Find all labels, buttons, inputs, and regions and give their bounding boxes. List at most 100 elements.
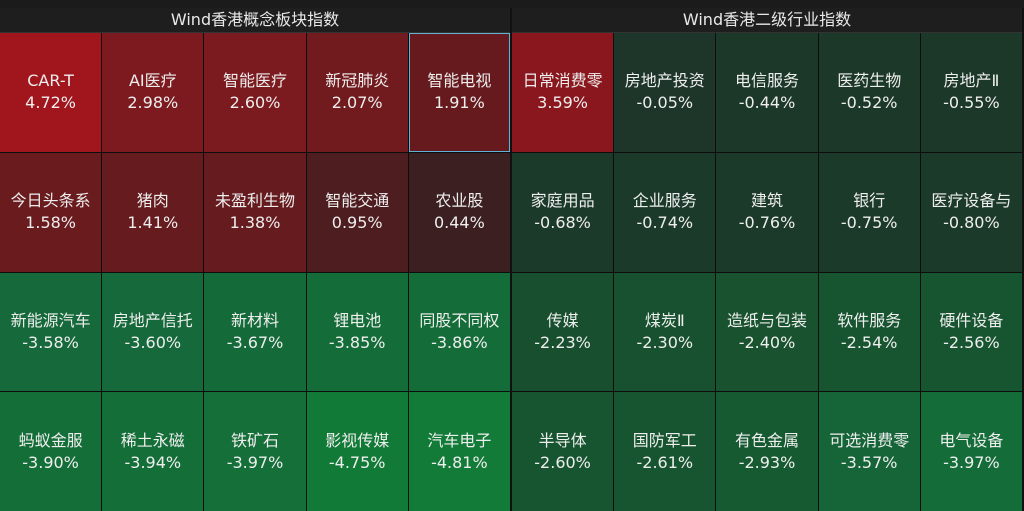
tile-change: -0.55%: [943, 93, 1000, 113]
tile-change: -0.76%: [738, 213, 796, 233]
sector-tile[interactable]: 医药生物 -0.52%: [818, 33, 920, 152]
sector-tile[interactable]: 造纸与包装 -2.40%: [716, 272, 818, 392]
tile-change: -0.75%: [840, 213, 898, 233]
tile-label: 汽车电子: [427, 430, 492, 450]
sector-tile[interactable]: 半导体 -2.60%: [512, 392, 614, 511]
tile-label: 蚂蚁金服: [18, 430, 83, 450]
sector-tile[interactable]: 锂电池 -3.85%: [306, 272, 408, 392]
sector-tile[interactable]: 汽车电子 -4.81%: [408, 392, 510, 511]
tile-label: 房地产Ⅱ: [943, 71, 1000, 91]
tile-label: 企业服务: [632, 191, 697, 211]
tile-label: 新冠肺炎: [325, 71, 390, 91]
sector-tile[interactable]: 智能医疗 2.60%: [204, 33, 306, 152]
tile-change: -4.75%: [328, 452, 386, 472]
sector-tile[interactable]: 国防军工 -2.61%: [614, 392, 716, 511]
tile-change: -3.97%: [943, 452, 1000, 472]
tile-label: 建筑: [750, 191, 783, 211]
sector-tile[interactable]: 农业股 0.44%: [408, 152, 510, 272]
sector-tile[interactable]: 电信服务 -0.44%: [716, 33, 818, 152]
sector-tile[interactable]: CAR-T 4.72%: [0, 33, 102, 152]
tile-label: 同股不同权: [419, 310, 500, 330]
sector-tile[interactable]: 智能交通 0.95%: [306, 152, 408, 272]
tile-label: 电信服务: [734, 71, 799, 91]
sector-tile[interactable]: 家庭用品 -0.68%: [512, 152, 614, 272]
tile-change: 1.58%: [25, 213, 76, 233]
tile-change: 1.41%: [127, 213, 179, 233]
panel-title: Wind香港二级行业指数: [512, 8, 1022, 33]
panel: Wind香港概念板块指数 CAR-T 4.72% AI医疗 2.98% 智能医疗 2.60%…: [0, 8, 510, 511]
tile-label: 家庭用品: [530, 191, 595, 211]
tile-label: 房地产投资: [624, 71, 705, 91]
panel-title: Wind香港概念板块指数: [0, 8, 510, 33]
sector-tile[interactable]: 可选消费零 -3.57%: [818, 392, 920, 511]
tile-change: -3.58%: [22, 332, 79, 352]
tile-change: -2.93%: [738, 452, 796, 472]
tile-change: -2.30%: [636, 332, 694, 352]
sector-tile[interactable]: 新材料 -3.67%: [204, 272, 306, 392]
tile-label: 锂电池: [333, 310, 382, 330]
sector-tile[interactable]: 智能电视 1.91%: [408, 33, 510, 152]
tile-label: 造纸与包装: [726, 310, 807, 330]
sector-tile[interactable]: 蚂蚁金服 -3.90%: [0, 392, 102, 511]
tile-label: 稀土永磁: [120, 430, 185, 450]
tile-change: -2.23%: [534, 332, 591, 352]
tile-label: CAR-T: [27, 71, 74, 91]
sector-tile[interactable]: 软件服务 -2.54%: [818, 272, 920, 392]
sector-tile[interactable]: 煤炭Ⅱ -2.30%: [614, 272, 716, 392]
sector-tile[interactable]: AI医疗 2.98%: [102, 33, 204, 152]
sector-tile[interactable]: 铁矿石 -3.97%: [204, 392, 306, 511]
tile-label: 国防军工: [632, 430, 697, 450]
tile-change: -4.81%: [431, 452, 488, 472]
tile-label: 日常消费零: [522, 71, 603, 91]
tile-change: -2.54%: [840, 332, 898, 352]
tile-change: -0.52%: [840, 93, 898, 113]
sector-tile[interactable]: 同股不同权 -3.86%: [408, 272, 510, 392]
tile-change: -2.40%: [738, 332, 796, 352]
sector-tile[interactable]: 房地产Ⅱ -0.55%: [920, 33, 1022, 152]
tile-label: 半导体: [538, 430, 587, 450]
tile-label: 可选消费零: [829, 430, 910, 450]
tile-change: -3.57%: [840, 452, 898, 472]
sector-tile[interactable]: 今日头条系 1.58%: [0, 152, 102, 272]
sector-tile[interactable]: 企业服务 -0.74%: [614, 152, 716, 272]
sector-tile[interactable]: 医疗设备与 -0.80%: [920, 152, 1022, 272]
tile-label: 有色金属: [734, 430, 799, 450]
sector-tile[interactable]: 影视传媒 -4.75%: [306, 392, 408, 511]
sector-tile[interactable]: 稀土永磁 -3.94%: [102, 392, 204, 511]
tile-label: 影视传媒: [325, 430, 390, 450]
tile-label: 电气设备: [939, 430, 1004, 450]
sector-tile[interactable]: 硬件设备 -2.56%: [920, 272, 1022, 392]
tile-change: -3.85%: [328, 332, 386, 352]
tile-change: -0.05%: [636, 93, 694, 113]
tile-label: 未盈利生物: [214, 191, 295, 211]
tile-label: AI医疗: [128, 71, 177, 91]
tile-change: -3.90%: [22, 452, 79, 472]
tile-change: 2.98%: [127, 93, 179, 113]
tile-label: 新材料: [230, 310, 279, 330]
sector-tile[interactable]: 有色金属 -2.93%: [716, 392, 818, 511]
tile-change: -2.56%: [943, 332, 1000, 352]
sector-tile[interactable]: 传媒 -2.23%: [512, 272, 614, 392]
sector-tile[interactable]: 建筑 -0.76%: [716, 152, 818, 272]
tile-change: 0.44%: [433, 213, 485, 233]
tile-label: 智能电视: [427, 71, 492, 91]
tile-change: -3.67%: [226, 332, 284, 352]
tile-label: 新能源汽车: [10, 310, 91, 330]
sector-tile[interactable]: 房地产投资 -0.05%: [614, 33, 716, 152]
sector-tile[interactable]: 日常消费零 3.59%: [512, 33, 614, 152]
tile-label: 软件服务: [837, 310, 902, 330]
tile-label: 医药生物: [837, 71, 902, 91]
tile-change: -3.60%: [124, 332, 182, 352]
sector-tile[interactable]: 新冠肺炎 2.07%: [306, 33, 408, 152]
tile-label: 传媒: [546, 310, 579, 330]
sector-tile[interactable]: 新能源汽车 -3.58%: [0, 272, 102, 392]
tile-label: 硬件设备: [939, 310, 1004, 330]
tile-label: 智能交通: [325, 191, 390, 211]
sector-tile[interactable]: 房地产信托 -3.60%: [102, 272, 204, 392]
tile-change: -0.44%: [738, 93, 796, 113]
sector-tile[interactable]: 猪肉 1.41%: [102, 152, 204, 272]
tile-change: -0.74%: [636, 213, 694, 233]
sector-tile[interactable]: 银行 -0.75%: [818, 152, 920, 272]
sector-tile[interactable]: 电气设备 -3.97%: [920, 392, 1022, 511]
sector-tile[interactable]: 未盈利生物 1.38%: [204, 152, 306, 272]
